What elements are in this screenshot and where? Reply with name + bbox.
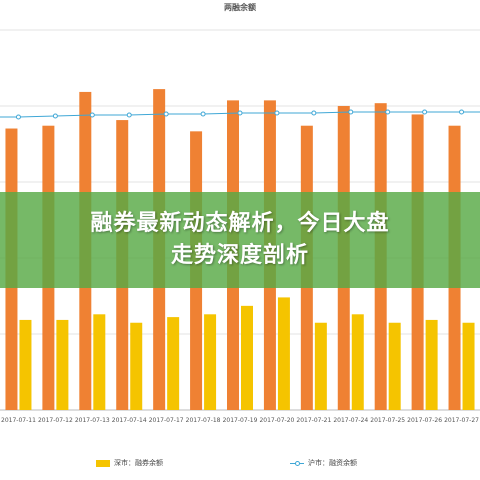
- yellow-bar: [462, 322, 475, 410]
- yellow-bar: [425, 319, 438, 410]
- x-tick-label: 2017-07-24: [333, 417, 368, 424]
- headline-banner: 融券最新动态解析，今日大盘 走势深度剖析: [0, 192, 480, 288]
- line-point: [126, 112, 132, 118]
- x-tick-label: 2017-07-27: [444, 417, 479, 424]
- legend-line-marker: [290, 460, 304, 467]
- line-point: [311, 110, 317, 116]
- yellow-bar: [241, 305, 253, 410]
- x-tick-label: 2017-07-12: [38, 417, 73, 424]
- line-point: [459, 109, 465, 115]
- yellow-bar: [314, 322, 327, 410]
- line-point: [163, 111, 169, 117]
- yellow-bar: [204, 314, 217, 410]
- line-point: [274, 110, 280, 116]
- x-tick-label: 2017-07-19: [223, 417, 258, 424]
- x-tick-label: 2017-07-25: [370, 417, 405, 424]
- headline-line-1: 融券最新动态解析，今日大盘: [90, 211, 390, 236]
- yellow-bar: [19, 319, 32, 410]
- x-tick-label: 2017-07-11: [1, 417, 36, 424]
- headline-line-2: 走势深度剖析: [170, 243, 309, 268]
- legend: 深市：融券余额 沪市：融资余额: [0, 456, 480, 472]
- x-tick-label: 2017-07-17: [149, 417, 184, 424]
- x-tick-label: 2017-07-14: [112, 417, 147, 424]
- line-point: [200, 111, 206, 117]
- line-point: [237, 110, 243, 116]
- line-point: [52, 113, 58, 119]
- yellow-bar: [167, 317, 180, 410]
- yellow-bar: [93, 314, 106, 410]
- x-tick-labels: 2017-07-11 2017-07-12 2017-07-13 2017-07-14…: [1, 417, 479, 424]
- line-point: [348, 109, 354, 115]
- line-point: [89, 112, 95, 118]
- legend-item-shanghai: 沪市：融资余额: [290, 458, 357, 468]
- yellow-bar: [277, 297, 290, 410]
- x-tick-label: 2017-07-26: [407, 417, 442, 424]
- legend-item-shenzhen: 深市：融券余额: [96, 458, 163, 468]
- x-tick-label: 2017-07-13: [75, 417, 110, 424]
- line-series: [0, 109, 480, 120]
- line-point: [422, 109, 428, 115]
- legend-label: 深市：融券余额: [114, 459, 163, 467]
- line-point: [385, 109, 391, 115]
- yellow-bar: [130, 322, 143, 410]
- yellow-bar: [351, 314, 364, 410]
- yellow-bar: [388, 322, 401, 410]
- line-point: [15, 114, 21, 120]
- x-tick-label: 2017-07-18: [186, 417, 221, 424]
- x-tick-label: 2017-07-20: [259, 417, 294, 424]
- legend-swatch: [96, 459, 110, 467]
- x-tick-label: 2017-07-21: [296, 417, 331, 424]
- chart-title: 两融余额: [224, 3, 256, 12]
- yellow-bar: [56, 319, 69, 410]
- legend-label: 沪市：融资余额: [308, 459, 357, 467]
